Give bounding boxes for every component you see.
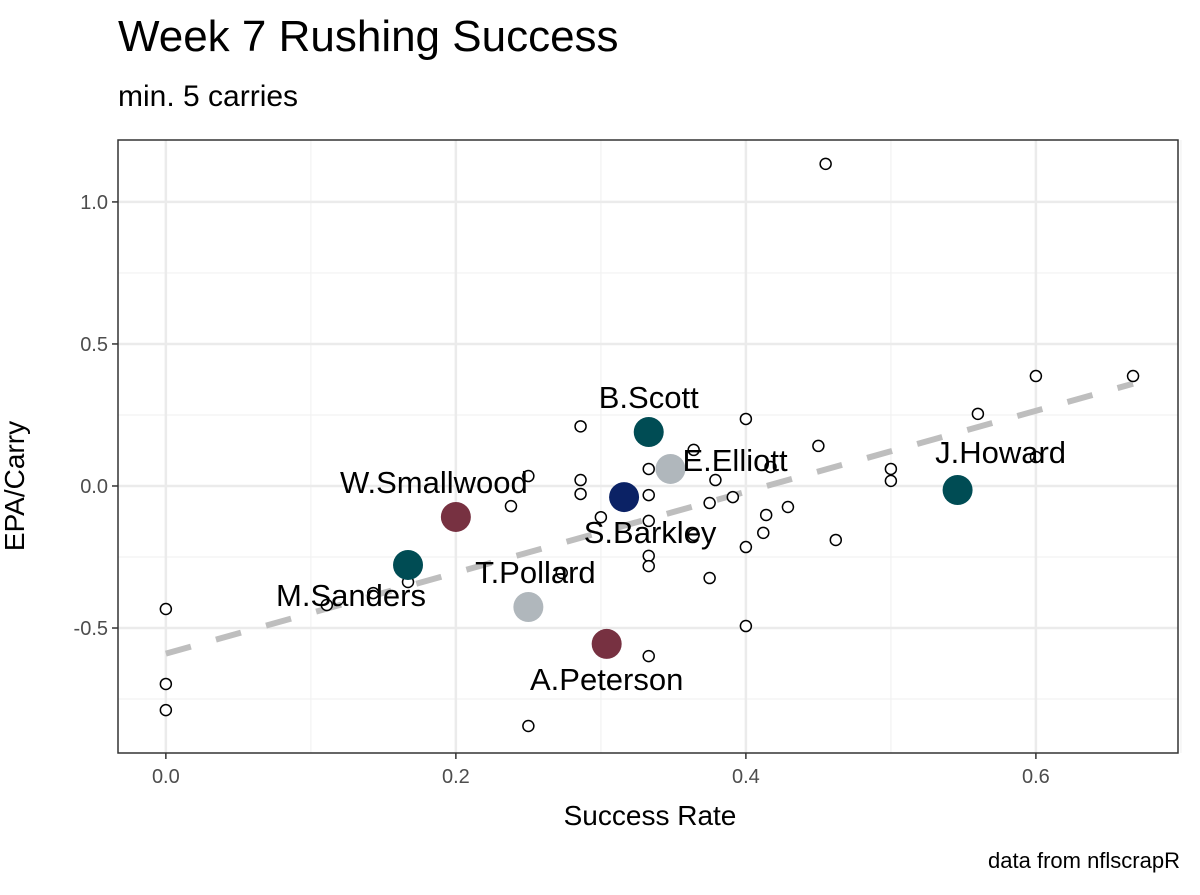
point-label: S.Barkley bbox=[584, 515, 717, 550]
data-point bbox=[757, 526, 770, 540]
data-point bbox=[764, 460, 777, 474]
highlighted-point bbox=[655, 453, 686, 484]
data-point bbox=[642, 462, 655, 476]
data-point bbox=[159, 677, 173, 691]
data-point bbox=[1126, 369, 1140, 383]
x-tick-label: 0.0 bbox=[152, 766, 180, 788]
highlighted-point bbox=[591, 628, 622, 659]
chart-subtitle: min. 5 carries bbox=[118, 80, 299, 113]
y-tick-label: 1.0 bbox=[80, 192, 108, 214]
data-point bbox=[159, 602, 173, 616]
data-point bbox=[739, 540, 753, 554]
point-label: E.Elliott bbox=[682, 443, 787, 478]
data-point bbox=[884, 462, 898, 476]
data-point bbox=[1029, 369, 1043, 383]
data-point bbox=[320, 598, 334, 612]
highlighted-point bbox=[633, 417, 664, 448]
data-point bbox=[159, 703, 173, 717]
data-point bbox=[739, 412, 753, 426]
data-point bbox=[884, 474, 898, 488]
data-point bbox=[642, 514, 655, 528]
x-axis-label: Success Rate bbox=[563, 800, 737, 831]
highlighted-point bbox=[513, 591, 544, 622]
data-point bbox=[642, 549, 655, 563]
highlighted-point bbox=[440, 501, 471, 532]
data-point bbox=[574, 473, 587, 487]
data-point bbox=[687, 528, 700, 542]
data-point bbox=[642, 488, 655, 502]
data-point bbox=[709, 473, 722, 487]
data-point bbox=[504, 499, 518, 513]
data-point bbox=[703, 571, 716, 585]
data-point bbox=[574, 487, 587, 501]
data-point bbox=[642, 559, 655, 573]
point-label: B.Scott bbox=[599, 380, 699, 415]
x-tick-label: 0.2 bbox=[442, 766, 470, 788]
data-point bbox=[759, 508, 773, 522]
data-point bbox=[555, 566, 568, 580]
data-point bbox=[829, 533, 843, 547]
highlighted-point bbox=[942, 474, 973, 505]
data-point bbox=[574, 420, 587, 433]
x-tick-label: 0.6 bbox=[1022, 766, 1050, 788]
data-point bbox=[594, 510, 608, 524]
data-point bbox=[781, 500, 795, 514]
y-tick-label: 0.5 bbox=[80, 334, 108, 356]
data-point bbox=[687, 443, 700, 457]
data-point bbox=[366, 586, 380, 600]
data-point bbox=[522, 469, 535, 483]
point-label: J.Howard bbox=[935, 435, 1066, 470]
highlighted-point bbox=[609, 482, 640, 513]
data-point bbox=[1029, 450, 1043, 464]
data-point bbox=[971, 407, 985, 421]
data-point bbox=[819, 157, 832, 171]
data-point bbox=[739, 619, 753, 633]
panel-border bbox=[117, 139, 1179, 754]
point-label: A.Peterson bbox=[530, 662, 683, 697]
highlighted-point bbox=[393, 549, 424, 580]
chart-title: Week 7 Rushing Success bbox=[118, 12, 619, 61]
point-label: W.Smallwood bbox=[340, 465, 528, 500]
y-tick-label: 0.0 bbox=[80, 476, 108, 498]
data-point bbox=[703, 496, 716, 510]
caption: data from nflscrapR bbox=[988, 848, 1180, 873]
data-point bbox=[642, 649, 655, 663]
data-point bbox=[522, 719, 535, 733]
y-axis-label: EPA/Carry bbox=[0, 420, 31, 552]
point-label: T.Pollard bbox=[475, 555, 596, 590]
data-point bbox=[812, 439, 825, 453]
x-tick-label: 0.4 bbox=[732, 766, 760, 788]
y-tick-label: -0.5 bbox=[74, 618, 108, 640]
point-label: M.Sanders bbox=[276, 578, 426, 613]
data-point bbox=[726, 490, 740, 504]
